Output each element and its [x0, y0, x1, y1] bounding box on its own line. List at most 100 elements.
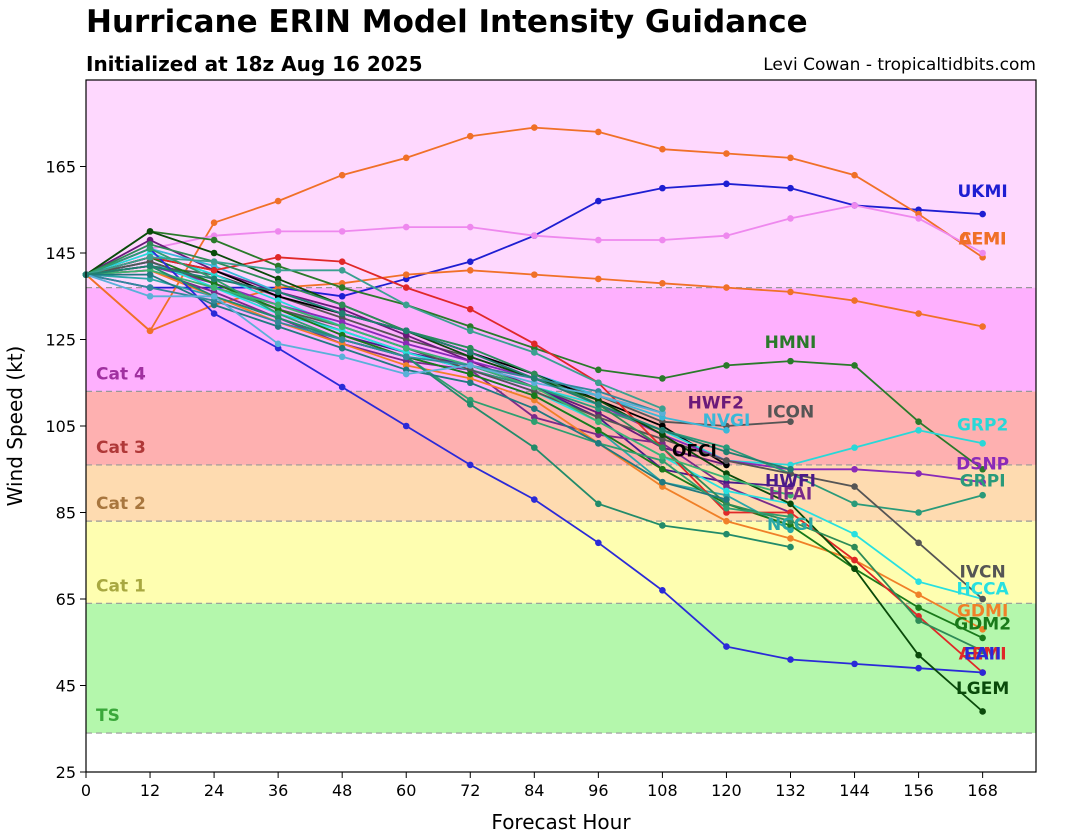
x-tick-label: 132: [775, 781, 806, 800]
model-label-ivcn: IVCN: [960, 562, 1006, 582]
data-point: [274, 267, 282, 274]
y-tick-label: 45: [56, 677, 76, 696]
x-tick-label: 144: [839, 781, 870, 800]
model-label-hcca: HCCA: [956, 580, 1009, 600]
data-point: [787, 491, 794, 499]
data-point: [595, 236, 602, 244]
data-point: [787, 215, 794, 222]
data-point: [402, 370, 410, 378]
data-point: [466, 223, 474, 231]
data-point: [402, 344, 410, 352]
data-point: [595, 539, 602, 547]
model-label-gdmi: GDMI: [957, 601, 1008, 621]
data-point: [787, 357, 794, 365]
data-point: [915, 617, 922, 624]
x-tick-label: 60: [396, 781, 416, 800]
y-tick-label: 145: [45, 244, 76, 263]
data-point: [146, 262, 154, 270]
data-point: [979, 440, 986, 447]
data-point: [274, 318, 282, 326]
data-point: [723, 427, 730, 434]
data-point: [851, 483, 858, 490]
data-point: [531, 444, 538, 451]
data-point: [595, 275, 602, 283]
data-point: [338, 310, 346, 317]
band-label-cat-4: Cat 4: [96, 364, 146, 384]
data-point: [338, 292, 346, 300]
series-line: [85, 273, 663, 414]
model-label-lgem: LGEM: [956, 679, 1009, 699]
data-point: [466, 370, 474, 378]
data-point: [787, 543, 794, 551]
data-point: [659, 465, 666, 473]
data-point: [979, 634, 986, 642]
data-point: [723, 530, 730, 538]
data-point: [274, 340, 282, 348]
data-point: [979, 647, 986, 655]
data-point: [723, 180, 730, 188]
x-tick-label: 84: [524, 781, 544, 800]
data-point: [851, 202, 858, 209]
data-point: [723, 362, 730, 369]
data-point: [466, 305, 474, 313]
data-point: [787, 500, 794, 508]
band-ts: [86, 603, 1036, 734]
data-point: [723, 284, 730, 291]
data-point: [979, 669, 986, 676]
data-point: [210, 258, 218, 265]
model-labels: UKMICEMIAEMIHMNIICONHWF2NVGIOFCIGRP2DSNP…: [672, 182, 1011, 699]
model-label-grp2: GRP2: [957, 415, 1008, 435]
data-point: [402, 353, 410, 361]
data-point: [531, 349, 538, 356]
y-axis-label: Wind Speed (kt): [3, 346, 27, 507]
band-label-cat-1: Cat 1: [96, 576, 146, 596]
data-point: [851, 444, 858, 451]
model-label-hmni: HMNI: [765, 333, 817, 353]
data-point: [338, 353, 346, 361]
data-point: [787, 465, 794, 473]
data-point: [338, 344, 346, 352]
model-label-grpi: GRPI: [960, 472, 1006, 492]
data-point: [338, 301, 346, 309]
data-point: [402, 223, 410, 231]
series-line: [85, 273, 663, 414]
series-line: [85, 247, 791, 518]
data-point: [210, 310, 218, 317]
data-point: [723, 504, 730, 512]
data-point: [979, 249, 986, 257]
data-point: [338, 267, 346, 274]
data-point: [466, 267, 474, 274]
data-point: [338, 258, 346, 265]
data-point: [659, 587, 666, 594]
data-point: [659, 427, 666, 434]
x-tick-label: 108: [647, 781, 678, 800]
data-point: [915, 539, 922, 547]
band-cat-1: [86, 521, 1036, 604]
y-tick-label: 85: [56, 504, 76, 523]
model-label-eaii: EAII: [964, 645, 1001, 665]
data-point: [851, 543, 858, 551]
data-point: [787, 154, 794, 162]
data-point: [787, 184, 794, 192]
data-point: [338, 171, 346, 179]
data-point: [146, 271, 154, 278]
series-line: [85, 256, 663, 410]
data-point: [979, 323, 986, 330]
band-cat-2: [86, 464, 1036, 522]
data-point: [915, 215, 922, 222]
data-point: [979, 478, 986, 486]
data-point: [723, 517, 730, 525]
data-point: [274, 254, 282, 261]
x-tick-label: 72: [460, 781, 480, 800]
data-point: [146, 254, 154, 261]
data-point: [274, 301, 282, 309]
series-unlabeled-30: [82, 262, 794, 473]
data-point: [851, 297, 858, 304]
data-point: [210, 292, 218, 300]
data-point: [531, 124, 538, 131]
data-point: [338, 336, 346, 343]
model-label-aemi: AEMI: [959, 645, 1007, 665]
data-point: [915, 591, 922, 598]
data-point: [531, 392, 538, 400]
